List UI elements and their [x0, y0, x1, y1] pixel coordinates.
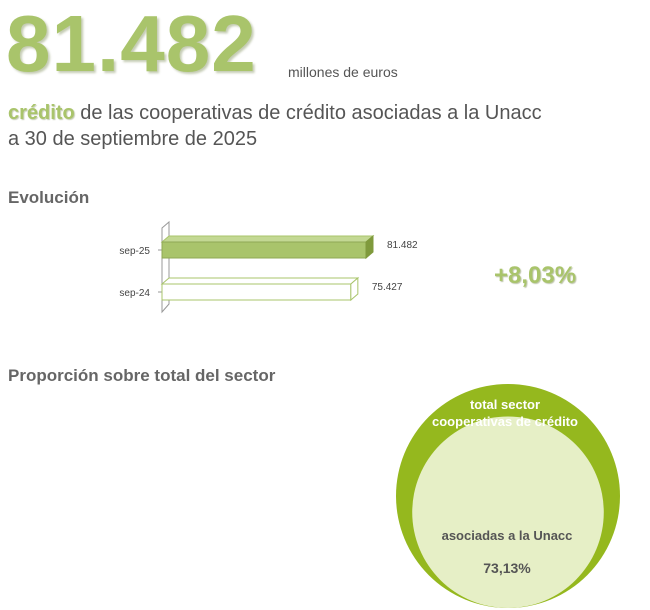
headline-value: 81.482	[6, 0, 257, 88]
subtitle-date: a 30 de septiembre de 2025	[8, 128, 258, 150]
bar-top-sep-24	[160, 277, 360, 285]
outer-label-line1: total sector	[469, 397, 541, 412]
evolucion-title: Evolución	[8, 188, 90, 207]
proporcion-title: Proporción sobre total del sector	[8, 366, 276, 385]
subtitle-highlight: crédito	[8, 102, 75, 124]
proportion-circles	[396, 384, 620, 608]
value-label-sep-24: 75.427	[372, 282, 403, 293]
subtitle-rest: de las cooperativas de crédito asociadas…	[74, 102, 542, 124]
outer-circle-label: total sector cooperativas de crédito	[405, 396, 605, 430]
category-label-sep-24: sep-24	[119, 288, 150, 299]
evolution-bar-chart: sep-25 81.482 sep-24 75.427	[119, 220, 418, 314]
inner-circle	[412, 416, 604, 608]
bar-side-sep-25	[365, 234, 374, 260]
bar-top-sep-25	[160, 235, 375, 243]
value-label-sep-25: 81.482	[387, 240, 418, 251]
bar-sep-25	[161, 241, 367, 259]
bar-sep-24	[161, 283, 352, 301]
inner-circle-label: asociadas a la Unacc	[441, 528, 573, 543]
category-label-sep-25: sep-25	[119, 246, 150, 257]
growth-percentage: +8,03%	[494, 262, 577, 289]
headline-unit: millones de euros	[288, 64, 398, 80]
subtitle: crédito de las cooperativas de crédito a…	[8, 100, 628, 152]
outer-label-line2: cooperativas de crédito	[432, 414, 578, 429]
bar-side-sep-24	[350, 276, 359, 302]
inner-circle-value: 73,13%	[483, 560, 531, 576]
